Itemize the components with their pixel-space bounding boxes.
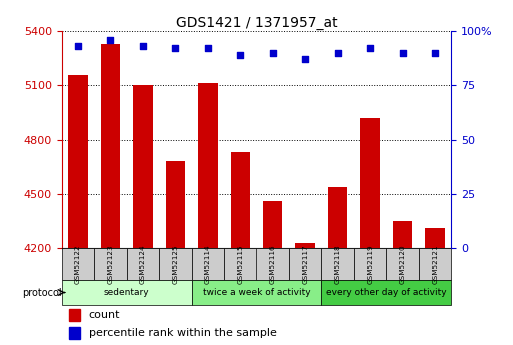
Text: percentile rank within the sample: percentile rank within the sample	[89, 328, 277, 338]
Bar	[263, 201, 283, 248]
Point	[139, 43, 147, 49]
Bar	[322, 280, 451, 305]
Text: GSM52121: GSM52121	[432, 244, 438, 284]
Point	[333, 50, 342, 56]
Point	[269, 50, 277, 56]
Bar	[256, 248, 289, 280]
Point	[74, 43, 82, 49]
Text: GSM52120: GSM52120	[400, 244, 406, 284]
Point	[399, 50, 407, 56]
Bar	[425, 228, 445, 248]
Bar	[166, 161, 185, 248]
Bar	[68, 75, 88, 248]
Text: GSM52123: GSM52123	[107, 244, 113, 284]
Bar	[133, 86, 152, 248]
Bar	[328, 187, 347, 248]
Point	[301, 57, 309, 62]
Bar	[322, 248, 354, 280]
Text: GSM52119: GSM52119	[367, 244, 373, 284]
Bar	[94, 248, 127, 280]
Bar	[361, 118, 380, 248]
Title: GDS1421 / 1371957_at: GDS1421 / 1371957_at	[175, 16, 338, 30]
Bar	[159, 248, 191, 280]
Bar	[386, 248, 419, 280]
Bar	[295, 243, 315, 248]
Bar	[289, 248, 322, 280]
Bar	[393, 221, 412, 248]
Text: GSM52124: GSM52124	[140, 244, 146, 284]
Bar	[354, 248, 386, 280]
Bar	[224, 248, 256, 280]
Text: GSM52118: GSM52118	[334, 244, 341, 284]
Text: every other day of activity: every other day of activity	[326, 288, 447, 297]
Bar	[69, 309, 80, 321]
Text: GSM52122: GSM52122	[75, 244, 81, 284]
Text: GSM52116: GSM52116	[270, 244, 276, 284]
Bar	[419, 248, 451, 280]
Bar	[191, 248, 224, 280]
Text: GSM52125: GSM52125	[172, 244, 179, 284]
Text: GSM52115: GSM52115	[237, 244, 243, 284]
Text: count: count	[89, 310, 121, 320]
Bar	[127, 248, 159, 280]
Bar	[101, 44, 120, 248]
Point	[106, 37, 114, 42]
Text: GSM52114: GSM52114	[205, 244, 211, 284]
Text: protocol: protocol	[22, 287, 62, 297]
Point	[431, 50, 439, 56]
Bar	[62, 280, 191, 305]
Point	[366, 46, 374, 51]
Bar	[230, 152, 250, 248]
Text: GSM52117: GSM52117	[302, 244, 308, 284]
Point	[171, 46, 180, 51]
Bar	[191, 280, 322, 305]
Point	[236, 52, 244, 58]
Text: sedentary: sedentary	[104, 288, 149, 297]
Bar	[62, 248, 94, 280]
Bar	[69, 327, 80, 339]
Bar	[198, 83, 218, 248]
Point	[204, 46, 212, 51]
Text: twice a week of activity: twice a week of activity	[203, 288, 310, 297]
